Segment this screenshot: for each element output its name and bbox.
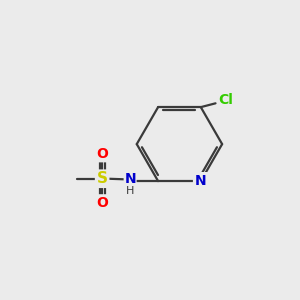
Text: O: O <box>96 147 108 161</box>
Text: O: O <box>96 196 108 210</box>
Text: S: S <box>97 171 108 186</box>
Text: N: N <box>195 174 207 188</box>
Text: H: H <box>126 185 134 196</box>
Text: N: N <box>124 172 136 186</box>
Text: Cl: Cl <box>218 93 233 107</box>
